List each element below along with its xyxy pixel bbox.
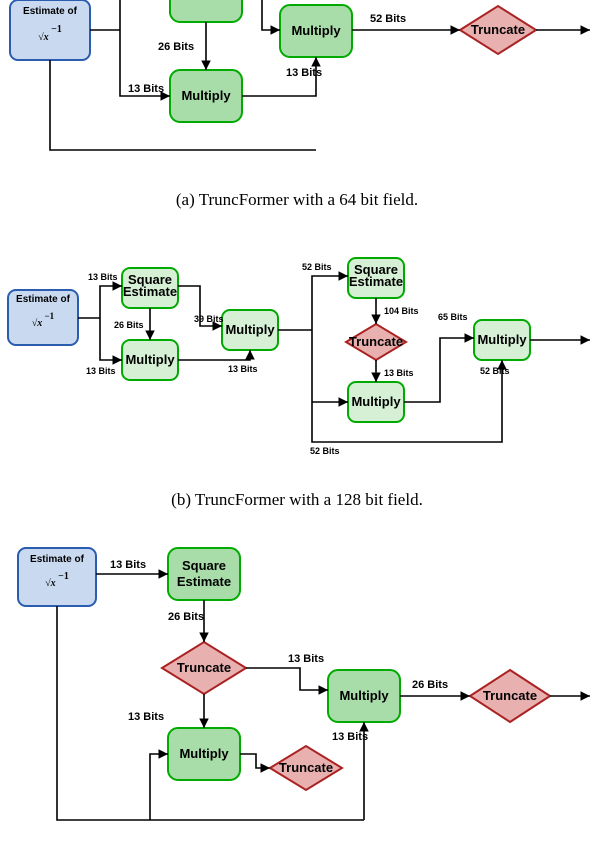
edge-label-a-13bits-1: 13 Bits	[128, 83, 164, 95]
caption-b: (b) TruncFormer with a 128 bit field.	[0, 490, 594, 510]
mul-label-b2: Multiply	[225, 322, 275, 337]
sqest-label-c-l1: Square	[182, 558, 226, 573]
square-estimate-box-a	[170, 0, 242, 22]
edge-b-52-1: 52 Bits	[302, 262, 332, 272]
edge-c-26-2: 26 Bits	[412, 679, 448, 691]
diagram-b: Estimate of √x −1 Square Estimate Multip…	[0, 240, 594, 480]
truncate-label-c2: Truncate	[279, 760, 333, 775]
edge-b-65: 65 Bits	[438, 312, 468, 322]
truncate-label-b1: Truncate	[349, 334, 403, 349]
edge-b-104: 104 Bits	[384, 306, 419, 316]
edge-c-13-1: 13 Bits	[110, 559, 146, 571]
estimate-title: Estimate of	[23, 6, 78, 17]
edge-label-a-13bits-2: 13 Bits	[286, 67, 322, 79]
edge-b-13-1: 13 Bits	[88, 272, 118, 282]
estimate-title-b: Estimate of	[16, 294, 71, 305]
edge-b-13-4: 13 Bits	[384, 368, 414, 378]
truncate-label-c3: Truncate	[483, 688, 537, 703]
edge-b-39: 39 Bits	[194, 314, 224, 324]
sqest-label-c-l2: Estimate	[177, 574, 231, 589]
edge-b-52-2: 52 Bits	[310, 446, 340, 456]
mul-label-c2: Multiply	[339, 688, 389, 703]
edge-b-52-3: 52 Bits	[480, 366, 510, 376]
edge-label-a-26bits: 26 Bits	[158, 41, 194, 53]
edge-c-13-4: 13 Bits	[332, 731, 368, 743]
mul-label-b3: Multiply	[351, 394, 401, 409]
diagram-a: Estimate of √x −1 Multiply Multiply Trun…	[0, 0, 594, 170]
edge-b-13-2: 13 Bits	[86, 366, 116, 376]
mul-label-b1: Multiply	[125, 352, 175, 367]
edge-c-13-2: 13 Bits	[128, 711, 164, 723]
edge-b-13-3: 13 Bits	[228, 364, 258, 374]
estimate-title-c: Estimate of	[30, 554, 85, 565]
mul-label-b4: Multiply	[477, 332, 527, 347]
caption-a: (a) TruncFormer with a 64 bit field.	[0, 190, 594, 210]
edge-label-a-52bits: 52 Bits	[370, 13, 406, 25]
sqest-label-b2-l2: Estimate	[349, 274, 403, 289]
diagram-c: Estimate of √x −1 Square Estimate Trunca…	[0, 540, 594, 860]
truncate-label-c1: Truncate	[177, 660, 231, 675]
edge-b-26: 26 Bits	[114, 320, 144, 330]
page: Estimate of √x −1 Multiply Multiply Trun…	[0, 0, 594, 860]
truncate-label-a: Truncate	[471, 22, 525, 37]
mul-label-c1: Multiply	[179, 746, 229, 761]
edge-c-26-1: 26 Bits	[168, 611, 204, 623]
edge-c-13-3: 13 Bits	[288, 653, 324, 665]
multiply-label-a2: Multiply	[291, 23, 341, 38]
multiply-label-a1: Multiply	[181, 88, 231, 103]
sqest-label-b1-l2: Estimate	[123, 284, 177, 299]
